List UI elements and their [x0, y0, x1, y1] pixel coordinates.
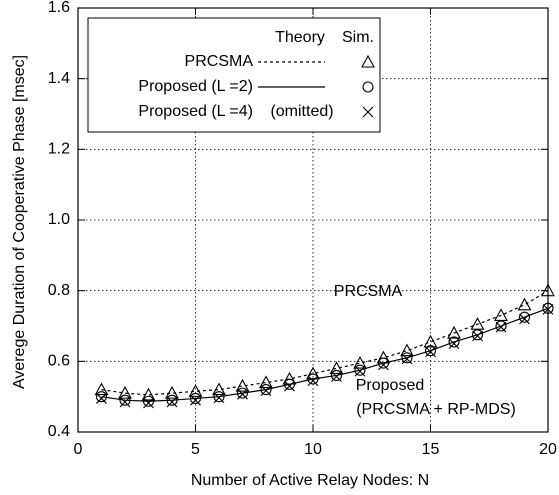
legend-label: Proposed (L =2)	[138, 78, 253, 95]
marker-triangle	[94, 382, 109, 396]
marker-cross	[401, 353, 413, 365]
x-tick-label: 15	[422, 441, 440, 458]
annotation: PRCSMA	[334, 283, 403, 300]
marker-cross	[495, 321, 507, 333]
marker-cross	[519, 313, 530, 325]
x-tick-label: 20	[539, 441, 557, 458]
marker-triangle	[141, 387, 156, 401]
legend-note: (omitted)	[270, 103, 333, 120]
marker-triangle	[165, 385, 179, 399]
marker-triangle	[118, 385, 132, 399]
y-tick-label: 0.8	[48, 282, 70, 299]
marker-triangle	[329, 361, 344, 374]
marker-circle	[542, 302, 554, 314]
marker-circle	[362, 81, 374, 93]
marker-triangle	[400, 343, 414, 357]
marker-circle	[354, 364, 366, 376]
y-tick-label: 1.4	[48, 70, 70, 87]
y-tick-label: 1.6	[48, 0, 70, 16]
marker-cross	[284, 380, 295, 392]
marker-circle	[95, 391, 108, 403]
marker-triangle	[235, 378, 250, 392]
theory-line	[101, 307, 549, 402]
y-tick-label: 1.0	[48, 211, 70, 228]
y-tick-label: 0.4	[48, 423, 70, 440]
marker-triangle	[517, 297, 532, 311]
marker-circle	[448, 336, 460, 348]
marker-cross	[378, 359, 389, 371]
marker-circle	[142, 395, 155, 407]
x-axis-label: Number of Active Relay Nodes: N	[191, 472, 429, 489]
marker-cross	[190, 394, 201, 406]
theory-line	[101, 290, 549, 396]
marker-triangle	[470, 317, 485, 330]
marker-cross	[448, 338, 460, 350]
marker-cross	[362, 106, 374, 118]
marker-triangle	[541, 283, 555, 297]
marker-triangle	[259, 375, 273, 389]
marker-cross	[307, 375, 319, 387]
legend: Theory Sim. PRCSMA Proposed (L =2) Proposed …	[87, 17, 381, 133]
marker-circle	[236, 387, 249, 399]
x-tick-label: 0	[74, 441, 83, 458]
marker-circle	[424, 345, 437, 357]
annotation: (PRCSMA + RP-MDS)	[356, 401, 516, 418]
marker-circle	[213, 391, 225, 403]
legend-box	[87, 17, 381, 133]
marker-circle	[518, 311, 531, 323]
marker-circle	[119, 394, 131, 406]
marker-cross	[119, 396, 131, 408]
x-tick-label: 10	[304, 441, 322, 458]
marker-cross	[260, 385, 272, 397]
marker-circle	[189, 392, 202, 404]
marker-cross	[425, 346, 436, 358]
marker-circle	[495, 320, 507, 332]
marker-triangle	[353, 355, 367, 369]
marker-triangle	[212, 382, 226, 396]
y-tick-label: 0.6	[48, 353, 70, 370]
marker-circle	[283, 378, 296, 390]
marker-triangle	[494, 308, 508, 321]
y-tick-label: 1.2	[48, 141, 70, 158]
marker-circle	[471, 329, 484, 341]
marker-cross	[542, 304, 554, 315]
marker-circle	[307, 373, 319, 385]
x-tick-label: 5	[191, 441, 200, 458]
marker-cross	[166, 396, 178, 408]
plot-frame	[77, 7, 549, 433]
marker-circle	[166, 394, 178, 406]
legend-label: PRCSMA	[185, 53, 254, 70]
marker-circle	[401, 352, 413, 364]
legend-label: Proposed (L =4)	[138, 103, 253, 120]
annotation: Proposed	[356, 377, 425, 394]
y-axis-label: Averege Duration of Cooperative Phase [m…	[11, 55, 28, 389]
marker-circle	[260, 384, 272, 396]
marker-triangle	[188, 384, 203, 397]
marker-cross	[96, 393, 107, 404]
marker-cross	[331, 371, 342, 382]
marker-triangle	[361, 54, 375, 68]
marker-cross	[472, 330, 483, 342]
legend-header: Sim.	[342, 29, 374, 46]
legend-header: Theory	[275, 29, 325, 46]
marker-triangle	[447, 325, 461, 339]
marker-circle	[377, 357, 390, 369]
marker-circle	[330, 369, 343, 382]
marker-cross	[143, 397, 154, 409]
marker-cross	[213, 392, 225, 404]
marker-cross	[354, 365, 366, 377]
marker-triangle	[423, 334, 438, 348]
marker-cross	[237, 388, 248, 400]
